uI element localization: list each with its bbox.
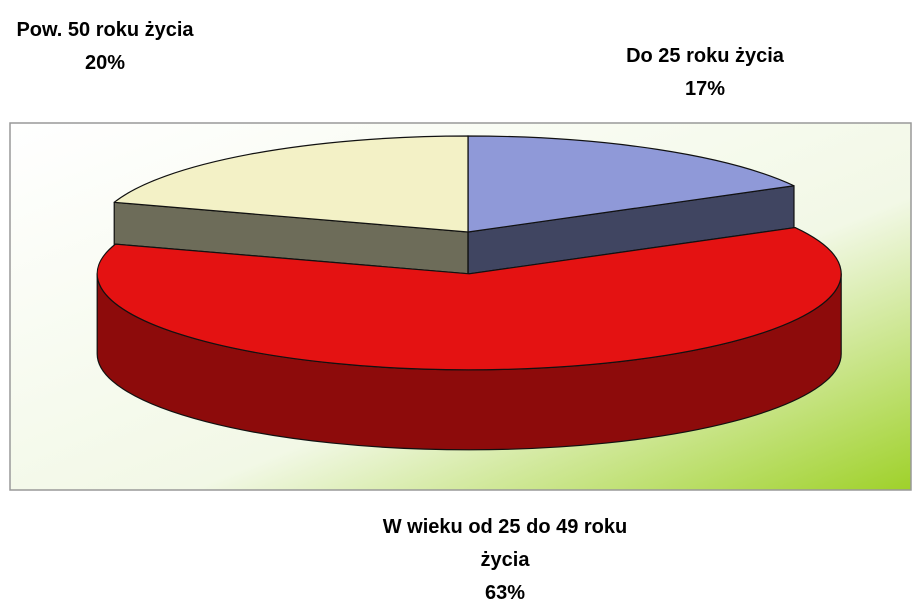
pie-slice — [96, 226, 842, 451]
slice-label: W wieku od 25 do 49 roku życia 63% — [370, 511, 640, 610]
value-label: 17% — [684, 78, 726, 100]
value-label: 20% — [84, 52, 126, 74]
slice-top — [113, 135, 469, 233]
slice-top — [467, 135, 795, 233]
slice-top — [96, 226, 842, 371]
category-label: Pow. 50 roku życia — [16, 19, 194, 41]
category-label: W wieku od 25 do 49 roku życia — [382, 516, 628, 571]
value-label: 63% — [484, 582, 526, 604]
slice-label: Do 25 roku życia 17% — [590, 40, 820, 106]
category-label: Do 25 roku życia — [626, 45, 784, 67]
slice-label: Pow. 50 roku życia 20% — [10, 14, 200, 80]
